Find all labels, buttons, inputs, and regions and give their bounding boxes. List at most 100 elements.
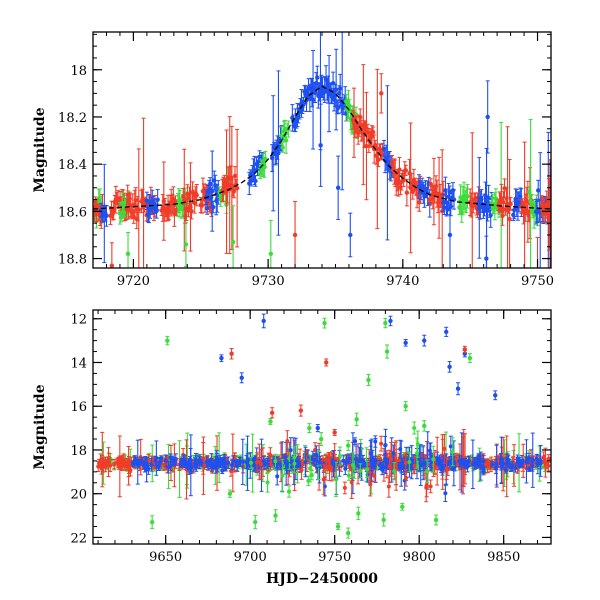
data-point [165,194,171,222]
data-point [211,200,216,214]
data-point [444,457,449,481]
data-point [427,442,432,459]
data-point [125,231,131,268]
x-tick-label: 9800 [403,550,436,565]
data-point [506,454,511,466]
data-point [407,451,412,473]
data-point [470,439,475,490]
data-point [144,191,150,211]
data-point [383,435,388,455]
data-point [119,461,124,472]
data-point [368,440,373,467]
data-point [345,440,351,452]
data-point [132,456,137,468]
data-point [185,461,190,470]
data-point [350,452,355,478]
data-point [292,200,298,268]
data-point [513,463,518,473]
data-point [135,439,140,485]
data-point [273,509,278,522]
y-tick-label: 22 [70,531,87,546]
data-point [381,513,386,527]
data-point [255,452,260,473]
data-point [204,456,209,468]
data-point [443,484,448,503]
data-point [194,462,199,472]
data-point [400,458,405,468]
data-point [403,164,409,176]
data-point [333,48,339,131]
data-point [530,457,535,465]
data-point [149,515,155,529]
data-point [433,514,439,526]
data-point [404,178,410,207]
data-point [348,212,353,258]
data-point [331,450,336,478]
data-point [386,475,391,498]
data-point [157,458,162,468]
data-point [227,489,233,498]
data-point [261,313,266,329]
data-point [442,433,447,464]
y-tick-label: 12 [70,313,87,328]
data-point [112,458,117,470]
bottom-y-axis-title: Magnitude [32,384,48,469]
data-point [462,345,468,353]
data-point [104,204,109,227]
data-point [265,472,270,493]
data-point [490,460,495,468]
data-point [397,157,402,183]
bottom-panel: 9650 9700 9750 9800 9850 12 14 16 18 20 22 Magnitu… [32,309,552,587]
data-point [315,424,320,433]
data-point [335,101,341,115]
top-data-points [93,32,551,268]
data-point [527,466,532,472]
data-point [269,407,275,419]
data-point [499,183,504,213]
data-point [194,184,199,207]
data-point [500,459,505,469]
data-point [373,139,378,151]
data-point [103,461,108,473]
data-point [337,446,342,466]
data-point [127,463,132,474]
top-axis-ticks: 9720 9730 9740 9750 18 18.2 18.4 18.6 18.8 [58,32,554,289]
data-point [268,447,273,464]
data-point [421,445,426,481]
data-point [280,142,285,153]
data-point [231,455,236,467]
data-point [403,401,408,412]
data-point [323,454,328,481]
data-point [299,460,304,480]
data-point [547,159,551,268]
data-point [344,455,349,469]
y-tick-label: 18.2 [58,111,87,126]
data-point [149,457,154,472]
model-curve [93,85,551,210]
data-point [384,344,390,359]
y-tick-label: 18.4 [58,158,87,173]
data-point [510,460,515,472]
data-point [354,412,359,427]
data-point [181,453,186,467]
data-point [507,158,512,268]
data-point [184,439,189,500]
data-point [306,475,311,487]
x-tick-label: 9700 [234,550,267,565]
data-point [358,463,363,479]
data-point [220,457,225,467]
data-point [455,382,461,396]
data-point [178,461,183,468]
data-point [188,434,193,497]
data-point [493,390,498,401]
data-point [314,445,319,465]
data-point [144,457,149,483]
data-point [403,338,408,347]
data-point [322,317,327,329]
data-point [428,479,433,494]
data-point [535,459,540,467]
data-point [403,452,408,474]
y-tick-label: 20 [70,488,87,503]
data-point [183,221,189,267]
